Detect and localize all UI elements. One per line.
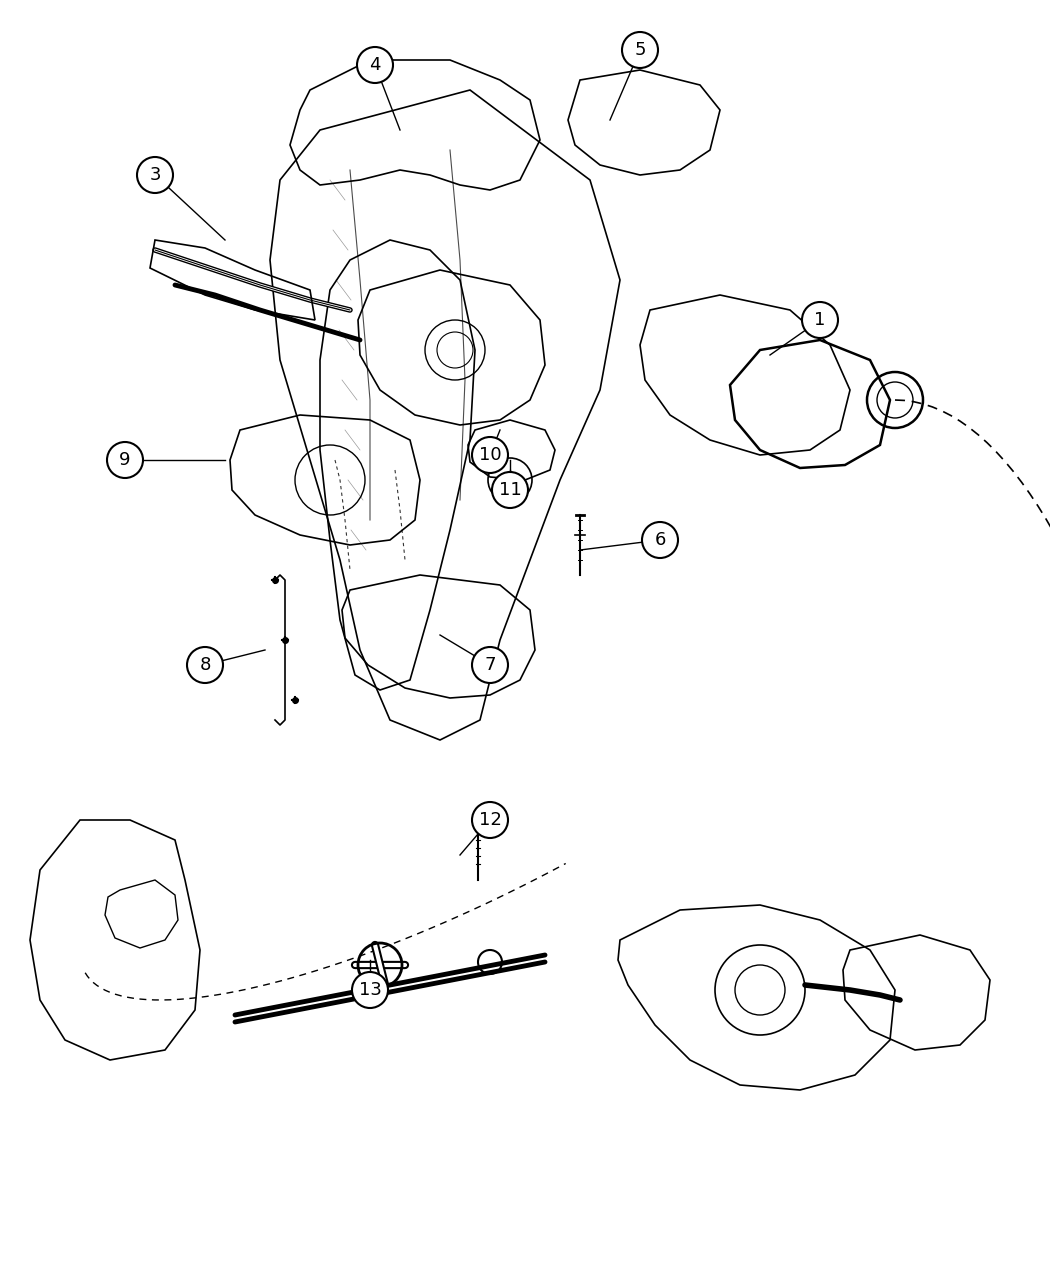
Circle shape <box>622 32 658 68</box>
Text: 6: 6 <box>654 530 666 550</box>
Circle shape <box>472 802 508 838</box>
Text: 5: 5 <box>634 41 646 59</box>
Text: 12: 12 <box>479 811 502 829</box>
Text: 3: 3 <box>149 166 161 184</box>
Circle shape <box>472 646 508 683</box>
Text: 9: 9 <box>120 451 131 469</box>
Text: 8: 8 <box>200 657 211 674</box>
Circle shape <box>352 972 388 1009</box>
Text: 7: 7 <box>484 657 496 674</box>
Text: 11: 11 <box>499 481 522 499</box>
Circle shape <box>492 472 528 507</box>
Text: 10: 10 <box>479 446 501 464</box>
Circle shape <box>802 302 838 338</box>
Text: 4: 4 <box>370 56 381 74</box>
Circle shape <box>136 157 173 193</box>
Circle shape <box>187 646 223 683</box>
Circle shape <box>357 47 393 83</box>
Circle shape <box>472 437 508 473</box>
Circle shape <box>107 442 143 478</box>
Text: 1: 1 <box>815 311 825 329</box>
Circle shape <box>642 521 678 558</box>
Text: 13: 13 <box>358 980 381 1000</box>
